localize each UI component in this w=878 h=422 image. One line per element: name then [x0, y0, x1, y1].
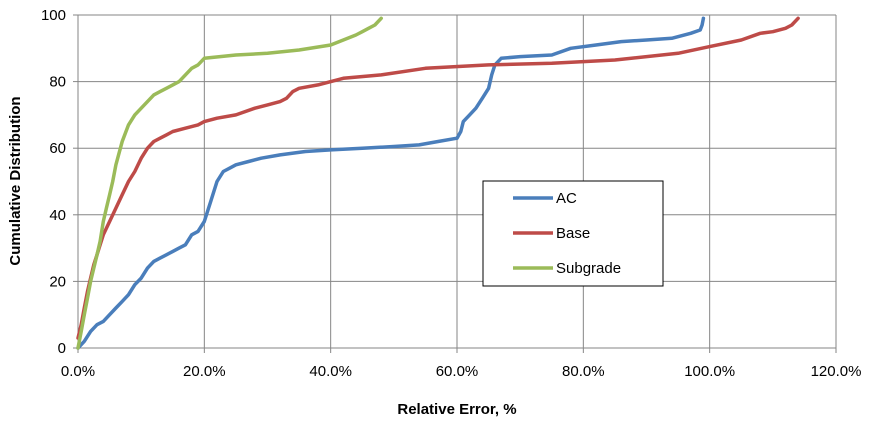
y-tick-label: 100: [41, 7, 66, 24]
legend-label-base: Base: [556, 225, 590, 242]
legend-items: AC Base Subgrade: [513, 190, 621, 277]
x-tick-label: 20.0%: [183, 363, 226, 380]
y-axis-title: Cumulative Distribution: [7, 96, 24, 265]
x-tick-label: 60.0%: [436, 363, 479, 380]
axes: [73, 14, 837, 353]
legend: AC Base Subgrade: [482, 180, 664, 287]
x-tick-label: 120.0%: [811, 363, 862, 380]
series-lines: [76, 16, 800, 350]
x-tick-label: 0.0%: [61, 363, 95, 380]
y-tick-label: 20: [49, 273, 66, 290]
y-tick-label: 80: [49, 74, 66, 91]
legend-label-subgrade: Subgrade: [556, 260, 621, 277]
x-axis-title: Relative Error, %: [397, 401, 516, 418]
tick-labels: 0 20 40 60 80 100 0.0% 20.0% 40.0% 60.0% 80.0% 100.…: [41, 7, 861, 380]
x-tick-label: 80.0%: [562, 363, 605, 380]
y-tick-label: 40: [49, 207, 66, 224]
series-line-subgrade: [76, 16, 383, 350]
series-line-ac: [76, 16, 706, 350]
legend-label-ac: AC: [556, 190, 577, 207]
x-tick-label: 40.0%: [309, 363, 352, 380]
grid-lines: [78, 14, 837, 348]
y-tick-label: 60: [49, 140, 66, 157]
y-tick-label: 0: [58, 340, 66, 357]
series-line-base: [76, 16, 800, 340]
x-tick-label: 100.0%: [684, 363, 735, 380]
